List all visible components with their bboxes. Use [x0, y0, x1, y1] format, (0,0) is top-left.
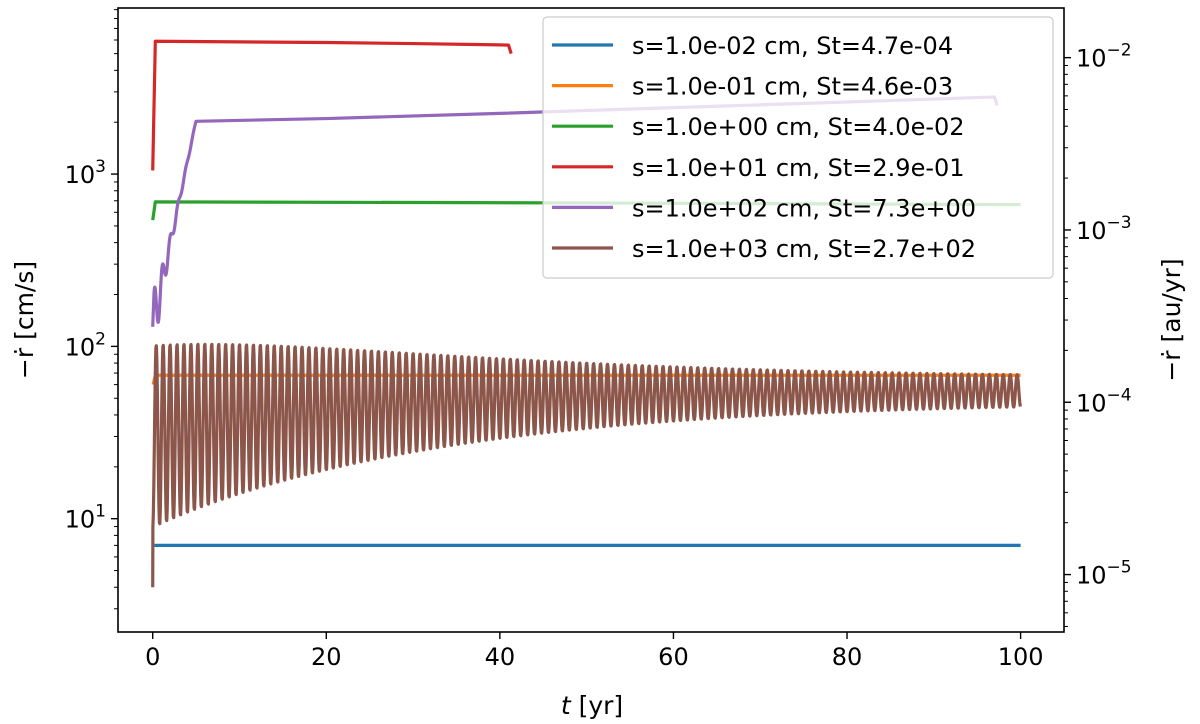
- x-axis-label: t [yr]: [561, 691, 623, 720]
- y-axis-left: 101 102 103: [65, 9, 118, 610]
- series-line-4: [151, 39, 513, 171]
- y-right-tick-label: 10−2: [1076, 41, 1132, 73]
- y-left-tick-label: 102: [65, 329, 106, 361]
- x-tick-label: 100: [998, 643, 1044, 671]
- legend-label: s=1.0e+01 cm, St=2.9e-01: [632, 154, 965, 182]
- y-axis-right: 10−5 10−4 10−3 10−2: [1064, 41, 1132, 627]
- y-axis-right-label: −ṙ [au/yr]: [1157, 258, 1186, 381]
- legend-label: s=1.0e-02 cm, St=4.7e-04: [632, 32, 953, 60]
- y-left-tick-label: 103: [65, 157, 106, 189]
- legend-box: [542, 16, 1054, 279]
- y-right-tick-label: 10−3: [1076, 213, 1132, 245]
- y-axis-left-label: −ṙ [cm/s]: [10, 261, 39, 379]
- series-line-6: [151, 342, 1022, 588]
- x-tick-label: 60: [658, 643, 689, 671]
- legend-label: s=1.0e+03 cm, St=2.7e+02: [632, 235, 976, 263]
- series-line-5: [151, 95, 999, 327]
- x-tick-label: 80: [832, 643, 863, 671]
- y-right-tick-label: 10−5: [1076, 558, 1132, 590]
- legend-label: s=1.0e-01 cm, St=4.6e-03: [632, 73, 953, 101]
- y-left-tick-label: 101: [65, 502, 106, 534]
- y-right-tick-label: 10−4: [1076, 385, 1132, 417]
- legend: s=1.0e-02 cm, St=4.7e-04 s=1.0e-01 cm, St…: [542, 16, 1054, 279]
- legend-label: s=1.0e+02 cm, St=7.3e+00: [632, 194, 976, 222]
- legend-label: s=1.0e+00 cm, St=4.0e-02: [632, 113, 965, 141]
- x-tick-label: 0: [145, 643, 160, 671]
- series-layer: [151, 39, 1022, 588]
- x-tick-label: 40: [485, 643, 516, 671]
- x-axis: 0 20 40 60 80 100: [145, 632, 1044, 671]
- x-tick-label: 20: [311, 643, 342, 671]
